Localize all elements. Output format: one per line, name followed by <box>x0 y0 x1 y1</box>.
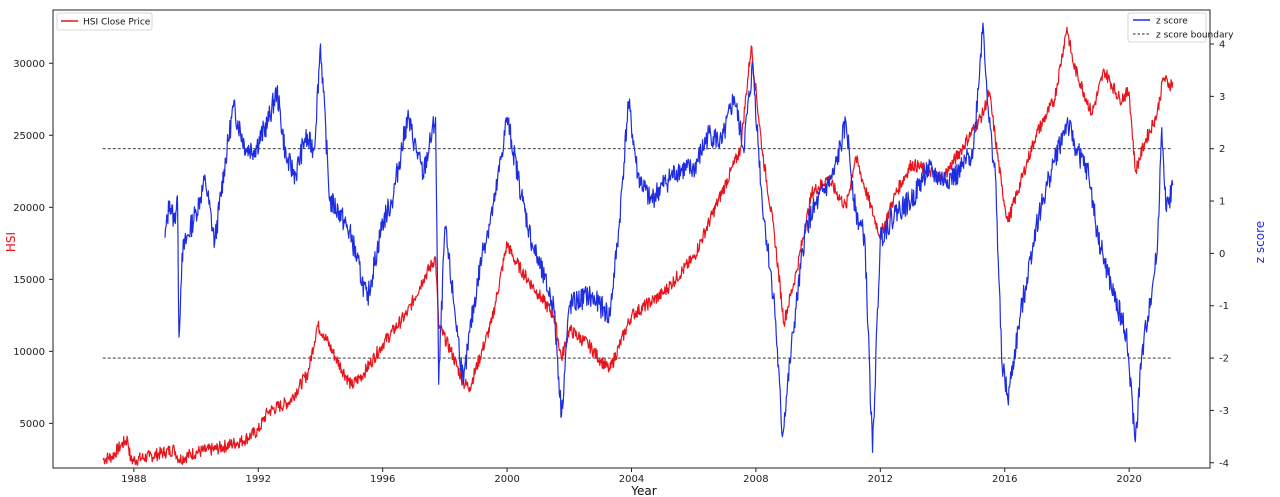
y-right-tick-label: -2 <box>1219 354 1229 365</box>
y-left-tick-label: 5000 <box>20 419 45 430</box>
y-right-tick-label: 2 <box>1219 144 1225 155</box>
x-tick-label: 1988 <box>121 474 146 485</box>
x-tick-label: 2000 <box>494 474 519 485</box>
x-tick-label: 2008 <box>743 474 768 485</box>
y-left-tick-label: 20000 <box>13 203 45 214</box>
y-axis-right-title: z score <box>1253 221 1267 263</box>
legend-right: z score z score boundary <box>1127 12 1234 43</box>
x-tick-label: 2012 <box>868 474 893 485</box>
y-right-tick-label: 3 <box>1219 92 1225 103</box>
y-right-tick-label: 4 <box>1219 40 1225 51</box>
y-right-tick-label: -1 <box>1219 301 1229 312</box>
x-tick-label: 2020 <box>1116 474 1141 485</box>
y-right-tick-label: 1 <box>1219 197 1225 208</box>
legend-boundary-label: z score boundary <box>1156 31 1234 41</box>
x-tick-label: 2004 <box>619 474 644 485</box>
z-score-boundary-lines <box>102 148 1173 359</box>
x-axis-title: Year <box>630 484 656 497</box>
series-lines <box>102 22 1174 466</box>
y-left-tick-label: 30000 <box>13 59 45 70</box>
y-axis-left: 5000 10000 15000 20000 25000 30000 <box>13 59 53 430</box>
y-axis-left-title: HSI <box>4 232 18 252</box>
hsi-close-price-line <box>102 26 1174 466</box>
plot-area <box>52 9 1211 469</box>
x-tick-label: 1992 <box>246 474 271 485</box>
x-tick-label: 1996 <box>370 474 395 485</box>
y-right-tick-label: 0 <box>1219 249 1225 260</box>
legend-left: HSI Close Price <box>56 12 153 31</box>
z-score-line <box>164 22 1174 453</box>
x-tick-label: 2016 <box>992 474 1017 485</box>
legend-left-box <box>56 12 153 31</box>
legend-hsi-label: HSI Close Price <box>83 18 151 28</box>
legend-zscore-label: z score <box>1156 17 1188 27</box>
y-right-tick-label: -4 <box>1219 458 1229 469</box>
y-left-tick-label: 15000 <box>13 275 45 286</box>
y-left-tick-label: 10000 <box>13 347 45 358</box>
y-left-tick-label: 25000 <box>13 131 45 142</box>
y-axis-right: -4 -3 -2 -1 0 1 2 3 4 <box>1210 40 1229 469</box>
y-right-tick-label: -3 <box>1219 406 1229 417</box>
x-axis: 1988 1992 1996 2000 2004 2008 2012 2016 2020 <box>121 468 1142 485</box>
